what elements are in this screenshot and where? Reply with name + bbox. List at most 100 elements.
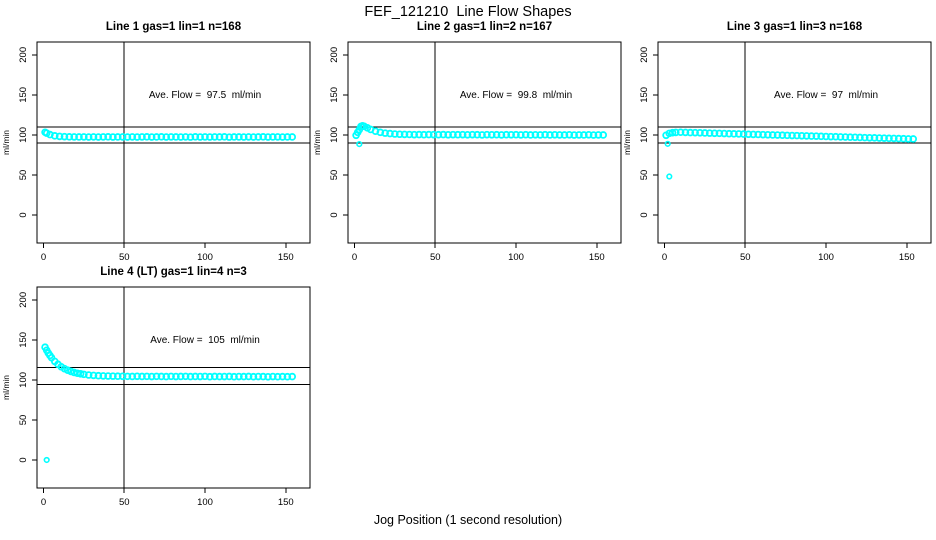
y-tick-label: 150 — [639, 87, 650, 103]
data-point — [104, 133, 112, 141]
x-tick-label: 150 — [278, 497, 294, 508]
data-point — [104, 372, 112, 380]
y-axis-unit-label: ml/min — [1, 375, 11, 400]
data-point — [400, 130, 409, 139]
data-point — [841, 133, 850, 141]
data-point — [70, 133, 78, 141]
data-point — [244, 372, 253, 381]
data-point — [575, 131, 583, 139]
ave-flow-annotation: Ave. Flow = 97 ml/min — [774, 90, 878, 101]
data-point — [715, 129, 724, 138]
data-point — [793, 131, 801, 140]
data-point — [536, 131, 545, 139]
data-point — [497, 131, 506, 139]
data-point — [478, 131, 486, 139]
data-point — [254, 372, 263, 381]
outlier-point — [664, 140, 671, 147]
data-point — [749, 130, 758, 139]
data-point — [449, 130, 457, 139]
data-point — [113, 372, 122, 381]
data-point — [206, 133, 214, 141]
data-point — [696, 129, 704, 137]
y-tick-label: 50 — [329, 170, 340, 181]
y-tick-label: 0 — [18, 212, 29, 217]
data-point — [73, 369, 82, 378]
data-point — [502, 130, 511, 139]
y-axis-unit-label: ml/min — [312, 130, 322, 155]
data-point — [278, 372, 287, 381]
data-point — [172, 372, 180, 381]
data-point — [458, 130, 467, 139]
data-point — [870, 134, 879, 142]
ave-flow-annotation: Ave. Flow = 105 ml/min — [150, 335, 260, 346]
data-point — [76, 370, 85, 378]
data-point — [176, 372, 185, 381]
y-tick-label: 150 — [18, 87, 29, 103]
data-point — [665, 129, 674, 138]
data-point — [210, 372, 219, 381]
data-point — [363, 124, 372, 132]
data-point — [720, 129, 729, 138]
data-point — [191, 372, 200, 381]
plot-box — [36, 41, 311, 244]
data-point — [759, 130, 767, 139]
data-point — [909, 135, 918, 143]
data-point — [822, 132, 830, 141]
data-point — [580, 131, 588, 139]
data-point — [725, 129, 733, 138]
data-point — [63, 366, 72, 375]
data-point — [235, 372, 243, 381]
x-tick-label: 0 — [662, 252, 667, 263]
plot-box — [657, 41, 932, 244]
data-point — [288, 372, 297, 381]
data-point — [230, 372, 238, 381]
data-point — [201, 372, 209, 381]
data-point — [42, 129, 51, 137]
data-point — [783, 131, 792, 140]
data-point — [278, 133, 287, 141]
data-point — [410, 130, 419, 139]
data-point — [220, 372, 229, 381]
data-point — [147, 372, 156, 381]
data-point — [366, 125, 375, 134]
data-point — [468, 130, 477, 139]
data-point — [167, 372, 175, 381]
data-point — [483, 130, 491, 139]
data-point — [856, 133, 864, 142]
data-point — [681, 128, 690, 137]
x-tick-label: 0 — [41, 252, 46, 263]
data-point — [94, 371, 103, 380]
data-point — [143, 133, 151, 141]
y-tick-label: 100 — [639, 127, 650, 143]
data-point — [521, 130, 530, 139]
data-point — [152, 133, 161, 141]
figure-title: FEF_121210 Line Flow Shapes — [364, 4, 572, 20]
data-point — [671, 128, 680, 137]
data-point — [60, 364, 69, 373]
data-point — [734, 130, 743, 138]
data-point — [371, 127, 380, 136]
data-point — [143, 372, 151, 381]
data-point — [768, 131, 777, 139]
y-tick-label: 0 — [18, 457, 29, 462]
data-point — [890, 134, 898, 143]
data-point — [376, 128, 385, 137]
data-point — [41, 343, 49, 352]
data-point — [570, 131, 578, 139]
data-point — [239, 133, 248, 141]
data-point — [831, 132, 840, 141]
data-point — [473, 130, 482, 139]
data-point — [555, 131, 564, 139]
data-point — [507, 131, 515, 139]
data-point — [259, 133, 267, 141]
data-point — [176, 133, 185, 141]
data-point — [550, 131, 559, 139]
data-point — [288, 133, 297, 141]
data-point — [162, 133, 171, 141]
data-point — [109, 372, 117, 380]
data-point — [894, 134, 903, 143]
data-point — [264, 372, 272, 381]
data-point — [778, 131, 787, 140]
data-point — [84, 371, 93, 379]
